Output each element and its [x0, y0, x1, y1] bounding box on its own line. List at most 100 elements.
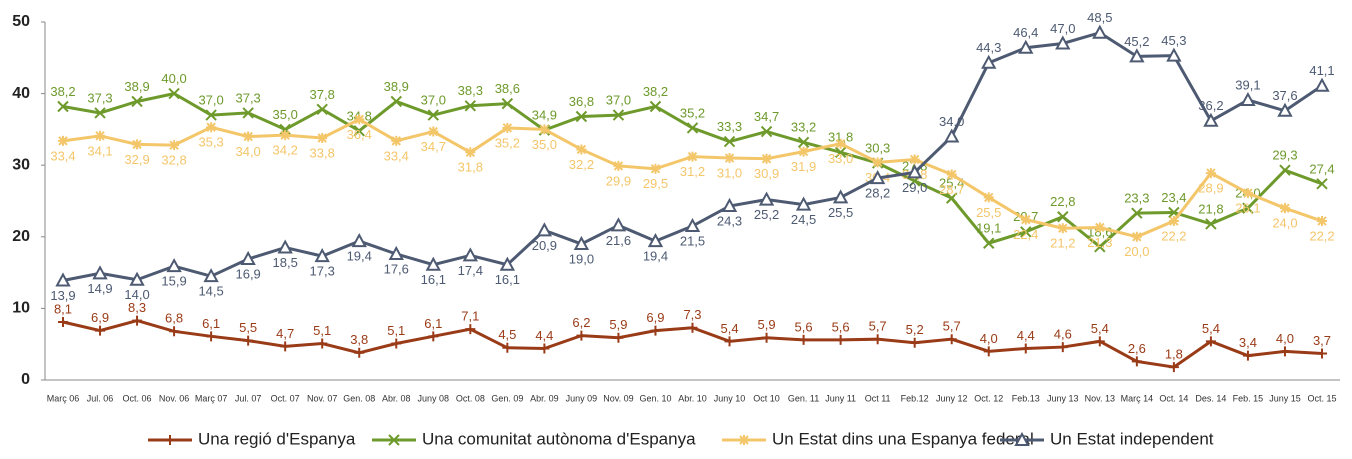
x-tick-label: Oct. 14 [1159, 393, 1188, 403]
marker [981, 54, 997, 69]
data-label: 35,2 [680, 105, 705, 120]
marker [1314, 77, 1330, 92]
marker [502, 122, 513, 133]
marker [354, 347, 365, 358]
x-tick-label: Feb.13 [1012, 393, 1040, 403]
marker [687, 151, 698, 162]
marker [1277, 102, 1293, 117]
marker [613, 332, 624, 343]
x-tick-label: Abr. 09 [530, 393, 559, 403]
data-label: 41,1 [1309, 63, 1334, 78]
data-label: 4,4 [1017, 328, 1035, 343]
marker [316, 103, 328, 116]
marker [390, 95, 402, 108]
y-tick-label: 50 [12, 13, 30, 30]
data-label: 21,3 [1087, 235, 1112, 250]
marker [1279, 346, 1290, 357]
marker [1129, 48, 1145, 63]
data-label: 4,0 [1276, 331, 1294, 346]
marker [1057, 211, 1069, 223]
data-label: 36,4 [347, 127, 372, 142]
x-tick-label: Oct. 12 [974, 393, 1003, 403]
marker [1168, 216, 1179, 227]
data-label: 33,0 [828, 151, 853, 166]
marker [464, 100, 477, 112]
marker [465, 147, 476, 158]
data-label: 6,2 [572, 315, 590, 330]
marker [798, 146, 809, 157]
marker [243, 131, 254, 142]
data-label: 23,4 [1161, 190, 1186, 205]
data-label: 38,2 [50, 84, 75, 99]
marker [502, 342, 513, 353]
marker [242, 107, 254, 119]
data-label: 19,4 [347, 249, 372, 264]
marker [1168, 362, 1179, 373]
marker [946, 334, 957, 345]
marker [1279, 203, 1290, 214]
data-label: 32,8 [161, 153, 186, 168]
data-label: 33,3 [717, 119, 742, 134]
marker [1094, 336, 1105, 347]
data-label: 31,8 [458, 160, 483, 175]
marker [169, 140, 180, 151]
marker [1203, 112, 1219, 127]
marker [55, 272, 71, 287]
marker [1018, 39, 1034, 54]
marker [872, 334, 883, 345]
x-tick-label: Nov. 09 [603, 393, 633, 403]
marker [1316, 178, 1328, 190]
data-label: 5,6 [795, 319, 813, 334]
x-tick-label: Juny 13 [1047, 393, 1079, 403]
marker [1242, 188, 1253, 199]
marker [1242, 202, 1254, 214]
x-tick-label: Oct 10 [753, 393, 780, 403]
data-label: 14,5 [198, 284, 223, 299]
legend-label: Un Estat dins una Espanya federal [772, 429, 1034, 448]
data-label: 45,2 [1124, 34, 1149, 49]
data-label: 7,1 [461, 309, 479, 324]
marker [686, 122, 699, 134]
data-label: 5,4 [1202, 321, 1220, 336]
marker [612, 109, 625, 121]
data-label: 29,9 [606, 173, 631, 188]
marker [428, 331, 439, 342]
data-label: 18,5 [273, 255, 298, 270]
marker [391, 135, 402, 146]
data-label: 45,3 [1161, 33, 1186, 48]
x-tick-label: Gen. 08 [343, 393, 375, 403]
x-tick-label: Feb.12 [901, 393, 929, 403]
marker [721, 197, 738, 213]
legend-marker [1014, 431, 1030, 446]
x-tick-label: Abr. 10 [678, 393, 707, 403]
x-tick-label: Oct. 06 [123, 393, 152, 403]
marker [1317, 348, 1327, 359]
marker [166, 258, 182, 273]
marker [1317, 216, 1327, 227]
data-label: 5,4 [1091, 321, 1109, 336]
data-label: 26,1 [1235, 201, 1260, 216]
marker [58, 317, 68, 328]
marker [832, 189, 849, 204]
data-label: 3,8 [350, 332, 368, 347]
marker [1057, 223, 1068, 234]
data-label: 28,2 [865, 186, 890, 201]
marker [1205, 336, 1216, 347]
data-label: 34,7 [421, 139, 446, 154]
data-label: 31,2 [680, 164, 705, 179]
data-label: 8,1 [54, 301, 72, 316]
data-label: 25,5 [828, 205, 853, 220]
data-label: 24,0 [1272, 216, 1297, 231]
x-tick-label: Oct. 08 [456, 393, 485, 403]
marker [1131, 356, 1142, 367]
marker [354, 114, 365, 125]
data-label: 32,9 [124, 152, 149, 167]
marker [576, 144, 587, 155]
data-label: 5,7 [869, 319, 887, 334]
y-tick-label: 20 [12, 228, 30, 245]
marker [649, 100, 662, 113]
data-label: 17,3 [310, 264, 335, 279]
marker [798, 334, 809, 345]
marker [834, 146, 847, 159]
y-tick-label: 40 [12, 85, 30, 102]
